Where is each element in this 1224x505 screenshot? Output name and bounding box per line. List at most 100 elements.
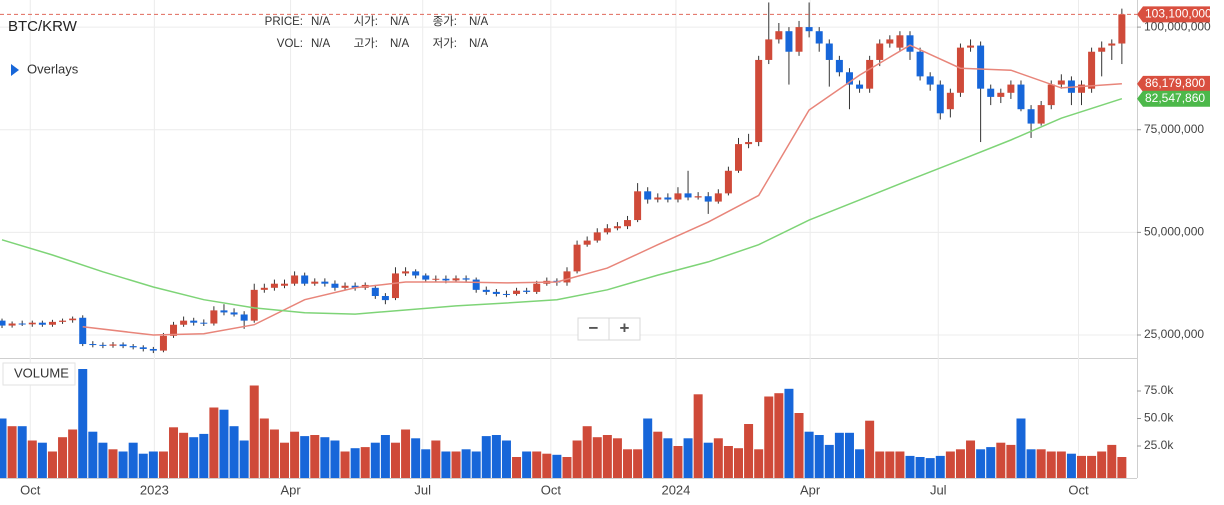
candle-body: [1007, 84, 1015, 93]
zoom-in-button[interactable]: +: [608, 317, 641, 341]
candle-body: [270, 283, 278, 288]
volume-bar: [98, 442, 108, 478]
candle-body: [523, 290, 531, 292]
volume-bar: [693, 394, 703, 478]
volume-bar: [390, 442, 400, 478]
volume-bar: [1006, 444, 1016, 478]
volume-bar: [179, 432, 189, 478]
volume-bar: [774, 393, 784, 478]
candle-body: [452, 278, 460, 281]
candle-body: [603, 228, 611, 233]
volume-bar: [744, 424, 754, 478]
candle-body: [1057, 80, 1065, 85]
candle-body: [341, 285, 349, 288]
y-tick-label: 75.0k: [1144, 383, 1174, 397]
candle-body: [785, 31, 793, 52]
volume-bar: [552, 454, 562, 478]
chart-title: BTC/KRW: [8, 18, 78, 35]
candle-body: [805, 27, 813, 32]
volume-bar: [421, 449, 431, 478]
candle-body: [230, 312, 238, 315]
candle-body: [180, 320, 188, 325]
candle-body: [956, 47, 964, 93]
candle-body: [109, 344, 117, 346]
candle-body: [835, 59, 843, 73]
volume-bar: [501, 440, 511, 478]
volume-bar: [269, 429, 279, 478]
candle-body: [38, 322, 46, 325]
volume-bar: [623, 449, 633, 478]
moving-average-line: [82, 44, 1122, 336]
volume-bar: [27, 440, 37, 478]
volume-bar: [723, 446, 733, 478]
candle-body: [1027, 109, 1035, 124]
volume-bar: [512, 457, 522, 478]
volume-bar: [612, 438, 622, 478]
price-tag: [1137, 6, 1210, 23]
volume-bar: [1056, 451, 1066, 478]
volume-bar: [461, 449, 471, 478]
candle-body: [896, 35, 904, 48]
candle-body: [765, 39, 773, 60]
volume-bar: [915, 457, 925, 478]
volume-bar: [673, 446, 683, 478]
x-tick-label: Oct: [1068, 482, 1089, 497]
volume-bar: [411, 438, 421, 478]
price-tag-label: 82,547,860: [1145, 91, 1205, 105]
volume-bar: [158, 451, 168, 478]
field-label: VOL:: [277, 38, 303, 50]
toggle-arrow: [11, 64, 19, 76]
volume-label-box: [2, 362, 76, 386]
volume-bar: [380, 435, 390, 478]
volume-bar: [1097, 451, 1107, 478]
zoom-in: +: [620, 318, 630, 337]
volume-bar: [199, 433, 209, 478]
overlays-toggle[interactable]: Overlays: [11, 61, 79, 76]
candle-body: [482, 289, 490, 292]
x-tick-label: Oct: [541, 482, 562, 497]
volume-bar: [532, 451, 542, 478]
volume-bar: [441, 451, 451, 478]
volume-bar: [118, 451, 128, 478]
volume-bar: [37, 442, 47, 478]
candle-body: [967, 45, 975, 48]
volume-bar: [330, 440, 340, 478]
candle-body: [583, 240, 591, 245]
candle-body: [745, 142, 753, 145]
field-label: 종가:: [433, 15, 457, 28]
x-tick-label: Apr: [800, 482, 821, 497]
candle-body: [119, 344, 127, 347]
candle-body: [69, 318, 77, 321]
volume-bar: [633, 449, 643, 478]
candle-body: [311, 281, 319, 284]
volume-bar: [905, 455, 915, 478]
candle-body: [240, 314, 248, 321]
zoom-out-button[interactable]: −: [577, 317, 610, 341]
candle-body: [89, 344, 97, 346]
volume-bar: [239, 440, 249, 478]
volume-bar: [229, 426, 239, 478]
candle-body: [613, 226, 621, 229]
candle-body: [593, 232, 601, 241]
volume-bar: [128, 442, 138, 478]
volume-bar: [784, 388, 794, 478]
candle-body: [654, 197, 662, 200]
candle-body: [301, 275, 309, 284]
candle-body: [402, 271, 410, 274]
candle-body: [1118, 14, 1126, 44]
volume-bar: [955, 449, 965, 478]
volume-bar: [1077, 455, 1087, 478]
candle-body: [866, 59, 874, 89]
volume-bar: [986, 447, 996, 478]
volume-bar: [88, 431, 98, 478]
candle-body: [159, 335, 167, 351]
candle-body: [815, 31, 823, 44]
zoom-out: −: [589, 318, 599, 337]
candle-body: [391, 273, 399, 299]
candle-body: [946, 92, 954, 110]
volume-bar: [78, 369, 88, 478]
volume-bar: [976, 449, 986, 478]
volume-bar: [804, 431, 814, 478]
